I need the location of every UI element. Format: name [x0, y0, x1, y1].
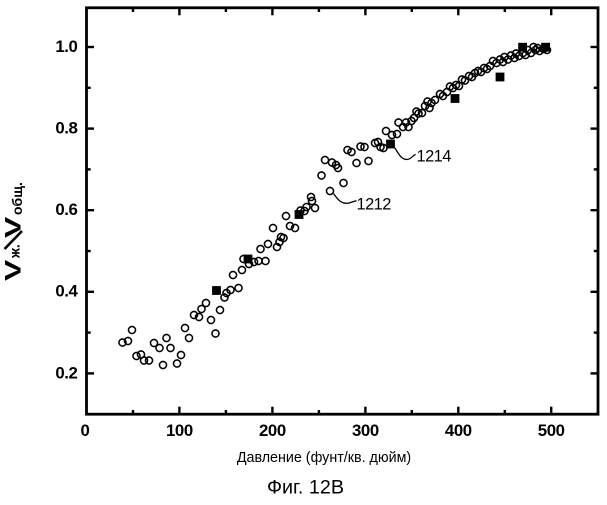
svg-text:общ.: общ.	[9, 182, 25, 215]
svg-text:ж.: ж.	[7, 244, 23, 259]
svg-text:Фиг. 12В: Фиг. 12В	[267, 477, 344, 499]
svg-text:1212: 1212	[357, 195, 392, 213]
svg-text:V: V	[0, 216, 25, 238]
svg-text:100: 100	[166, 421, 193, 440]
svg-text:0.4: 0.4	[55, 282, 78, 301]
svg-text:0.6: 0.6	[55, 200, 77, 219]
svg-text:200: 200	[259, 421, 286, 440]
svg-text:300: 300	[352, 421, 379, 440]
svg-text:1.0: 1.0	[55, 37, 77, 56]
svg-text:1214: 1214	[417, 147, 452, 165]
svg-text:Давление (фунт/кв. дюйм): Давление (фунт/кв. дюйм)	[237, 450, 411, 466]
svg-text:400: 400	[445, 421, 472, 440]
svg-text:0: 0	[81, 421, 90, 440]
svg-text:V: V	[0, 259, 25, 281]
svg-text:0.8: 0.8	[55, 119, 77, 138]
svg-text:0.2: 0.2	[55, 363, 77, 382]
svg-text:500: 500	[538, 421, 565, 440]
